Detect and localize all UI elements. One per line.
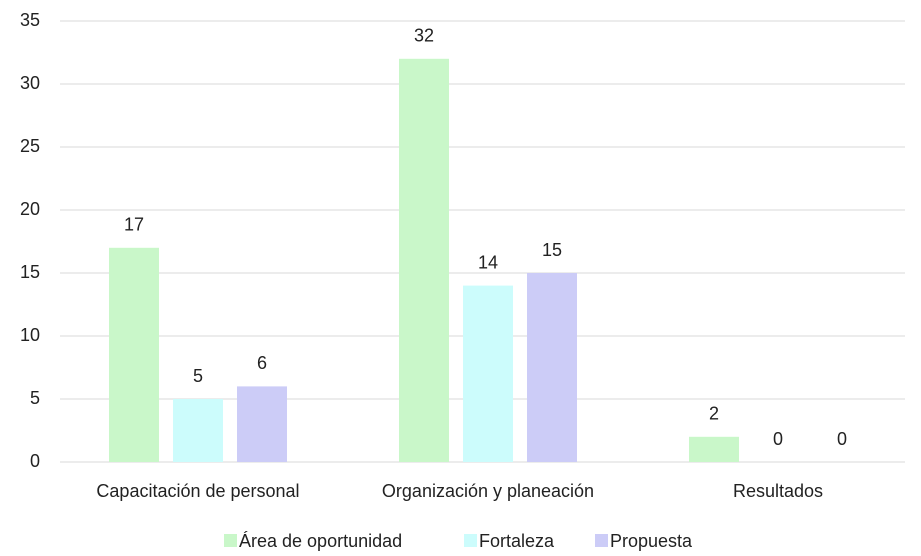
data-label: 15 <box>542 240 562 260</box>
bar <box>237 386 287 462</box>
legend-label: Propuesta <box>610 531 693 551</box>
bar <box>399 58 449 463</box>
legend-swatch <box>224 534 237 547</box>
y-tick-label: 35 <box>20 10 40 30</box>
data-label: 17 <box>124 215 144 235</box>
y-tick-label: 10 <box>20 325 40 345</box>
y-tick-label: 30 <box>20 73 40 93</box>
data-label: 14 <box>478 252 498 272</box>
y-tick-label: 15 <box>20 262 40 282</box>
data-label: 2 <box>709 404 719 424</box>
data-label: 6 <box>257 353 267 373</box>
x-tick-label: Organización y planeación <box>382 481 594 501</box>
x-tick-label: Capacitación de personal <box>96 481 299 501</box>
y-tick-label: 25 <box>20 136 40 156</box>
bar <box>527 273 577 462</box>
bar <box>689 436 739 462</box>
bar <box>463 285 513 462</box>
y-tick-label: 0 <box>30 451 40 471</box>
data-label: 32 <box>414 26 434 46</box>
legend-label: Fortaleza <box>479 531 555 551</box>
data-label: 5 <box>193 366 203 386</box>
x-tick-label: Resultados <box>733 481 823 501</box>
y-tick-label: 5 <box>30 388 40 408</box>
data-label: 0 <box>837 429 847 449</box>
bar <box>109 247 159 462</box>
legend-label: Área de oportunidad <box>239 531 402 551</box>
data-label: 0 <box>773 429 783 449</box>
legend-swatch <box>464 534 477 547</box>
legend-swatch <box>595 534 608 547</box>
bar <box>173 399 223 462</box>
y-tick-label: 20 <box>20 199 40 219</box>
